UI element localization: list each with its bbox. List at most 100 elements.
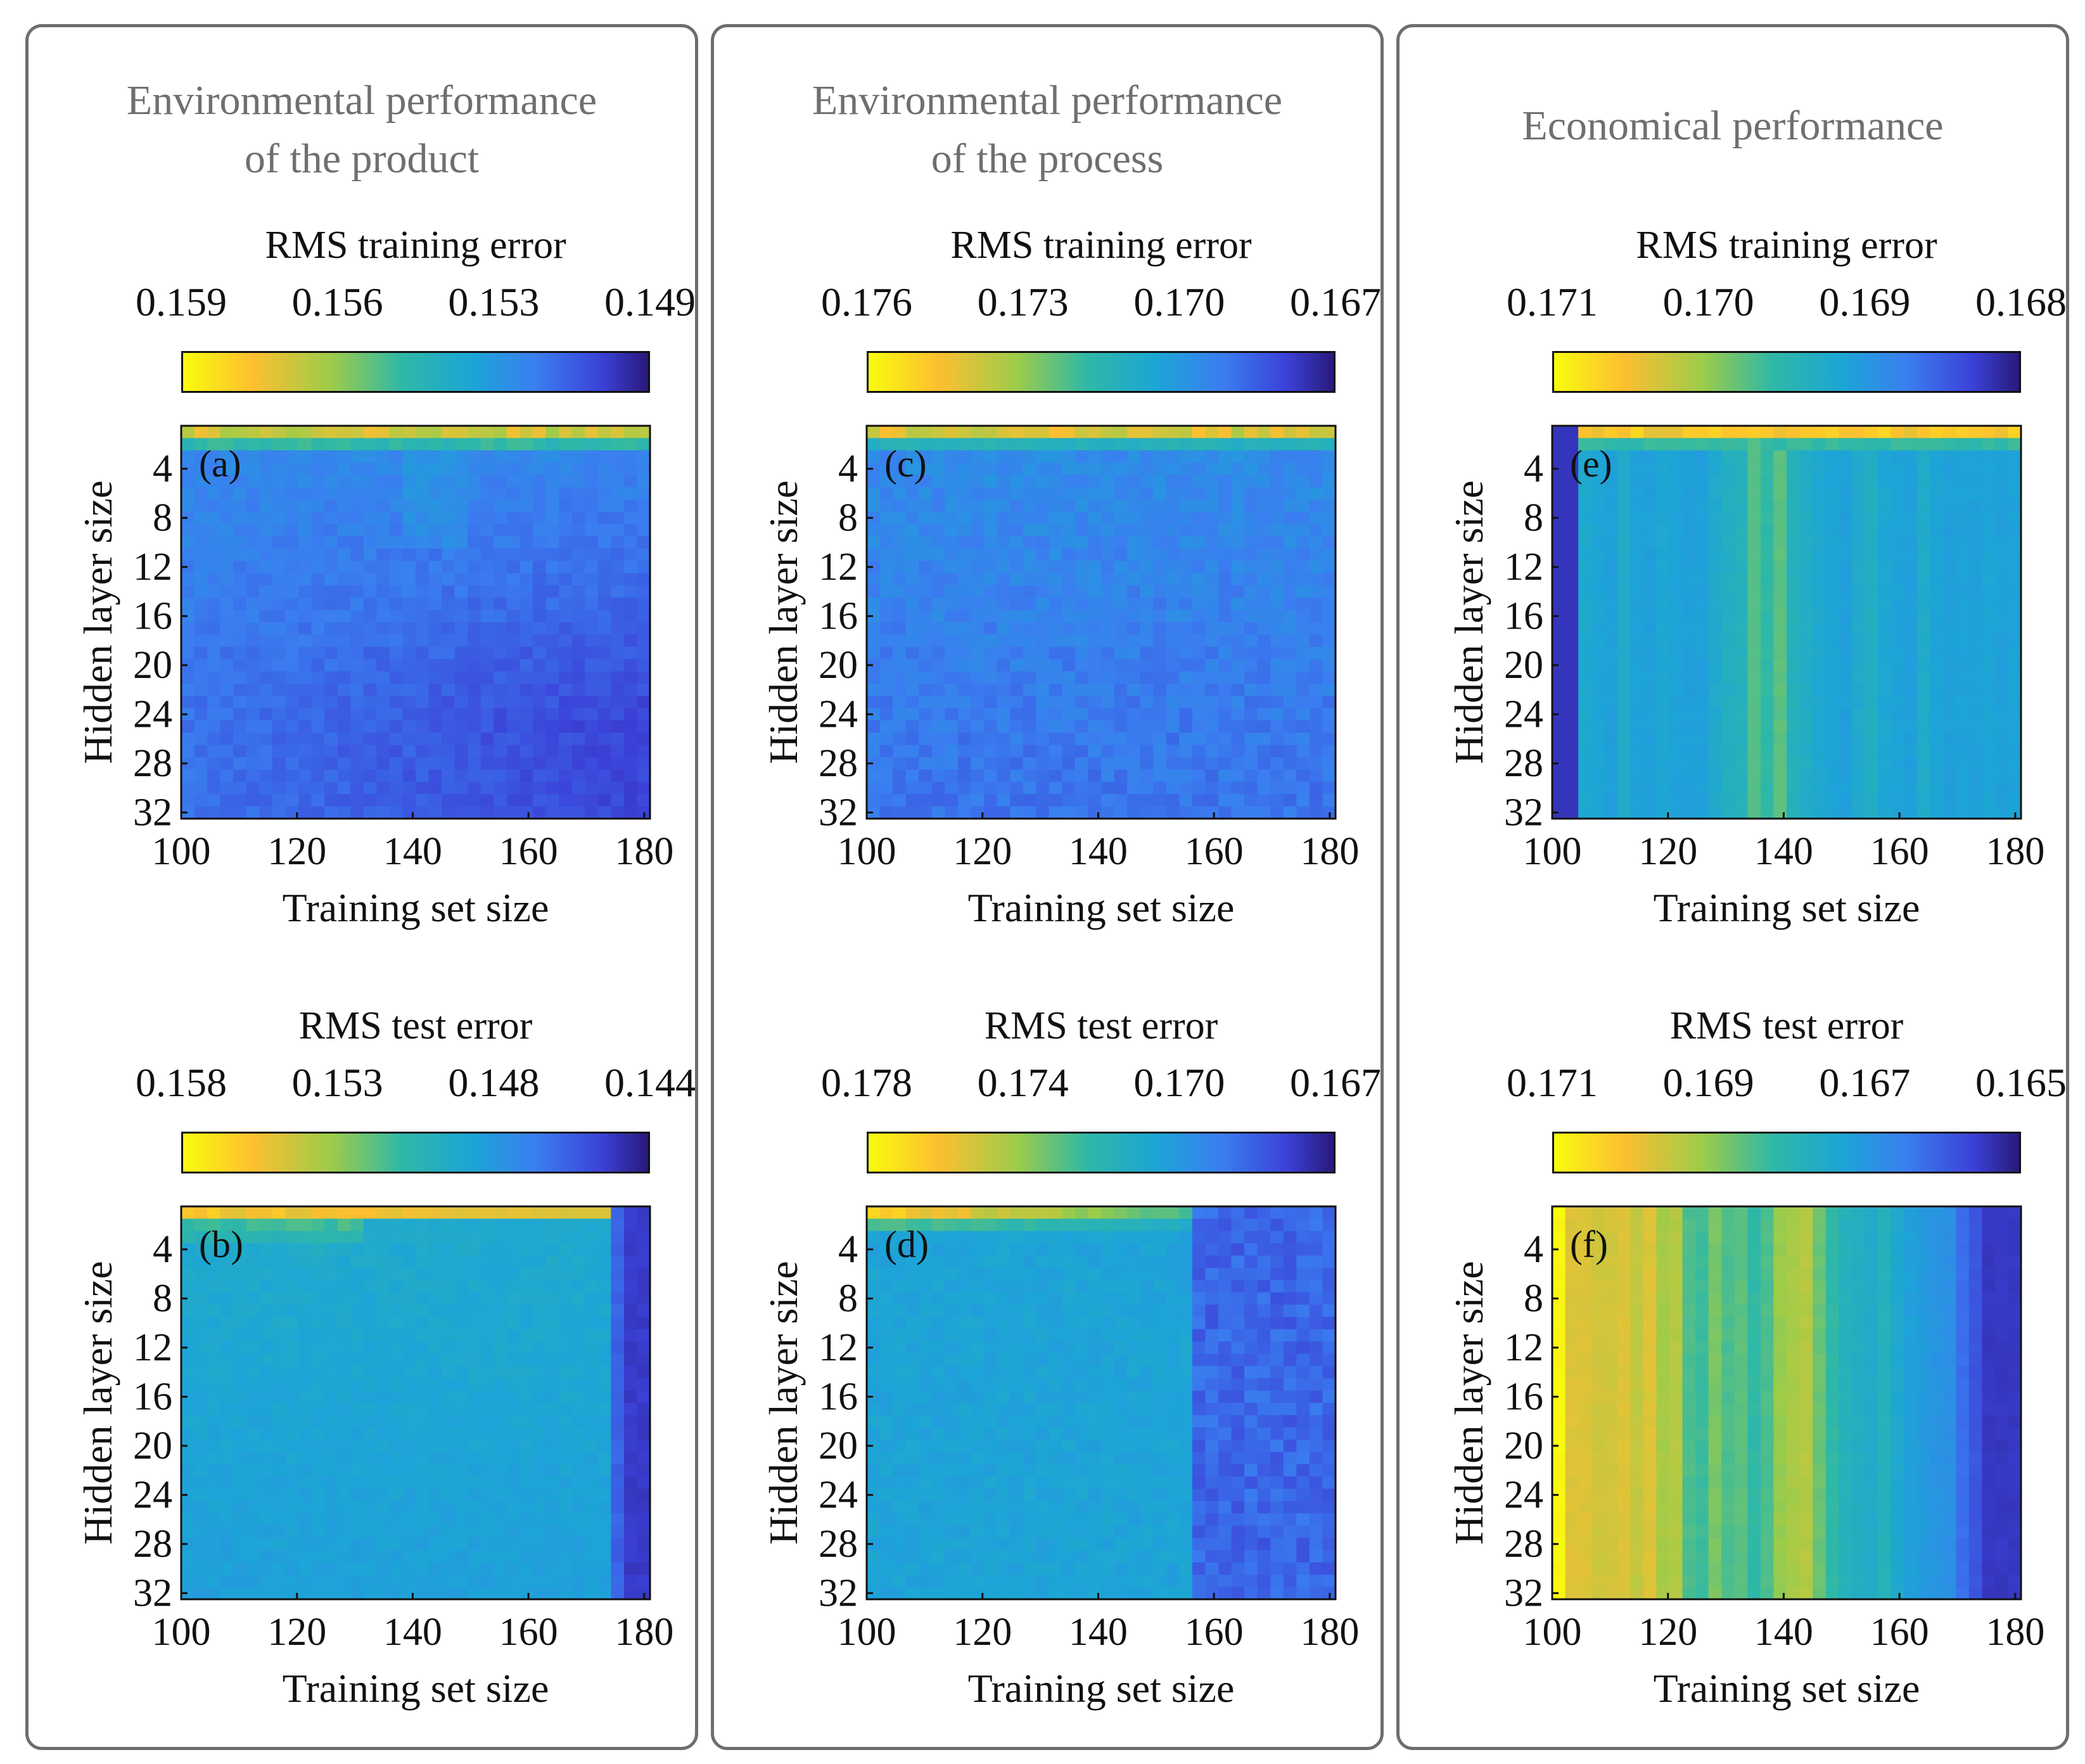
heatmap-cell (363, 781, 377, 795)
heatmap-cell (1322, 536, 1336, 549)
heatmap-cell (1231, 1476, 1245, 1490)
heatmap-cell (520, 1218, 533, 1232)
heatmap-cell (623, 1488, 638, 1502)
heatmap-cell (867, 463, 881, 476)
heatmap-cell (623, 573, 638, 586)
heatmap-cell (1036, 524, 1050, 537)
heatmap-cell (376, 1341, 390, 1355)
heatmap-cell (207, 622, 221, 635)
heatmap-cell (1074, 1501, 1089, 1514)
heatmap-cell (611, 671, 625, 684)
heatmap-cell (1049, 499, 1062, 513)
heatmap-cell (1179, 781, 1193, 795)
heatmap-cell (1231, 1378, 1245, 1391)
heatmap-cell (220, 1501, 234, 1514)
y-tick-label: 20 (133, 1424, 172, 1467)
heatmap-cell (1270, 1513, 1284, 1526)
heatmap-cell (545, 757, 559, 770)
heatmap-cell (520, 1587, 533, 1600)
heatmap-cell (1074, 1230, 1089, 1244)
heatmap-cell (984, 781, 998, 795)
heatmap-cell (1062, 536, 1076, 549)
heatmap-cell (494, 806, 507, 819)
heatmap-cell (1114, 1378, 1128, 1391)
heatmap-cell (1166, 1378, 1180, 1391)
heatmap-cell (246, 1341, 260, 1355)
y-tick-label: 4 (153, 1228, 172, 1271)
heatmap-cell (207, 1452, 221, 1465)
heatmap-cell (220, 671, 234, 684)
heatmap-cell (1023, 561, 1036, 574)
heatmap-cell (1114, 1206, 1128, 1219)
heatmap-cell (545, 1440, 559, 1453)
heatmap-cell (1088, 757, 1102, 770)
heatmap-cell (324, 1562, 338, 1575)
heatmap-cell (1270, 708, 1284, 721)
colorbar (181, 1132, 650, 1173)
heatmap-cell (506, 1525, 521, 1538)
heatmap-cell (1036, 610, 1050, 623)
heatmap-cell (1010, 1267, 1024, 1281)
heatmap-cell (1179, 1255, 1193, 1269)
heatmap-cell (1916, 438, 1930, 451)
heatmap-cell (571, 1525, 585, 1538)
heatmap-cell (1088, 1403, 1102, 1416)
heatmap-cell (350, 487, 364, 500)
heatmap-cell (402, 548, 416, 561)
heatmap-cell (416, 696, 430, 709)
heatmap-cell (285, 1341, 299, 1355)
heatmap-cell (1153, 487, 1167, 500)
heatmap-cell (389, 1267, 404, 1281)
heatmap-cell (997, 610, 1011, 623)
heatmap-cell (1296, 438, 1310, 451)
heatmap-cell (1244, 1365, 1258, 1379)
heatmap-cell (389, 463, 404, 476)
heatmap-cell (1231, 634, 1245, 648)
heatmap-cell (984, 1329, 998, 1342)
heatmap-cell (1101, 1353, 1115, 1367)
heatmap-cell (233, 1452, 247, 1465)
heatmap-cell (1062, 438, 1076, 451)
heatmap-cell (1283, 1415, 1297, 1428)
heatmap-cell (1270, 1353, 1284, 1367)
heatmap-cell (1036, 511, 1050, 525)
heatmap-cell (285, 1403, 299, 1416)
heatmap-cell (1049, 671, 1062, 684)
y-tick-label: 32 (133, 1571, 172, 1614)
heatmap-cell (272, 1587, 286, 1600)
heatmap-cell (494, 1341, 507, 1355)
heatmap-cell (1270, 781, 1284, 795)
heatmap-cell (1166, 598, 1180, 611)
heatmap-cell (957, 1488, 972, 1502)
heatmap-cell (919, 1341, 933, 1355)
heatmap-cell (480, 1378, 494, 1391)
heatmap-cell (1010, 1341, 1024, 1355)
heatmap-cell (931, 757, 945, 770)
heatmap-cell (207, 794, 221, 807)
heatmap-cell (905, 610, 919, 623)
heatmap-cell (442, 463, 456, 476)
heatmap-cell (1049, 646, 1062, 660)
heatmap-cell (194, 1550, 208, 1563)
heatmap-cell (220, 610, 234, 623)
heatmap-cell (506, 487, 521, 500)
heatmap-cell (571, 463, 585, 476)
heatmap-cell (879, 1538, 893, 1551)
heatmap-cell (298, 1317, 312, 1330)
heatmap-cells (867, 426, 1336, 819)
x-tick-label: 180 (1300, 1611, 1359, 1654)
heatmap-cell (416, 1538, 430, 1551)
heatmap-cell (1074, 696, 1089, 709)
heatmap-cell (919, 732, 933, 746)
heatmap-cell (971, 708, 985, 721)
heatmap-cell (1982, 475, 1996, 488)
x-tick-label: 100 (152, 1611, 211, 1654)
heatmap-cell (402, 1243, 416, 1256)
heatmap-cell (1942, 426, 1956, 438)
heatmap-cell (285, 1292, 299, 1305)
heatmap-cell (945, 1415, 959, 1428)
heatmap-cell (1747, 487, 1761, 500)
heatmap-cell (468, 696, 481, 709)
heatmap-cell (233, 487, 247, 500)
heatmap-cell (597, 745, 611, 758)
